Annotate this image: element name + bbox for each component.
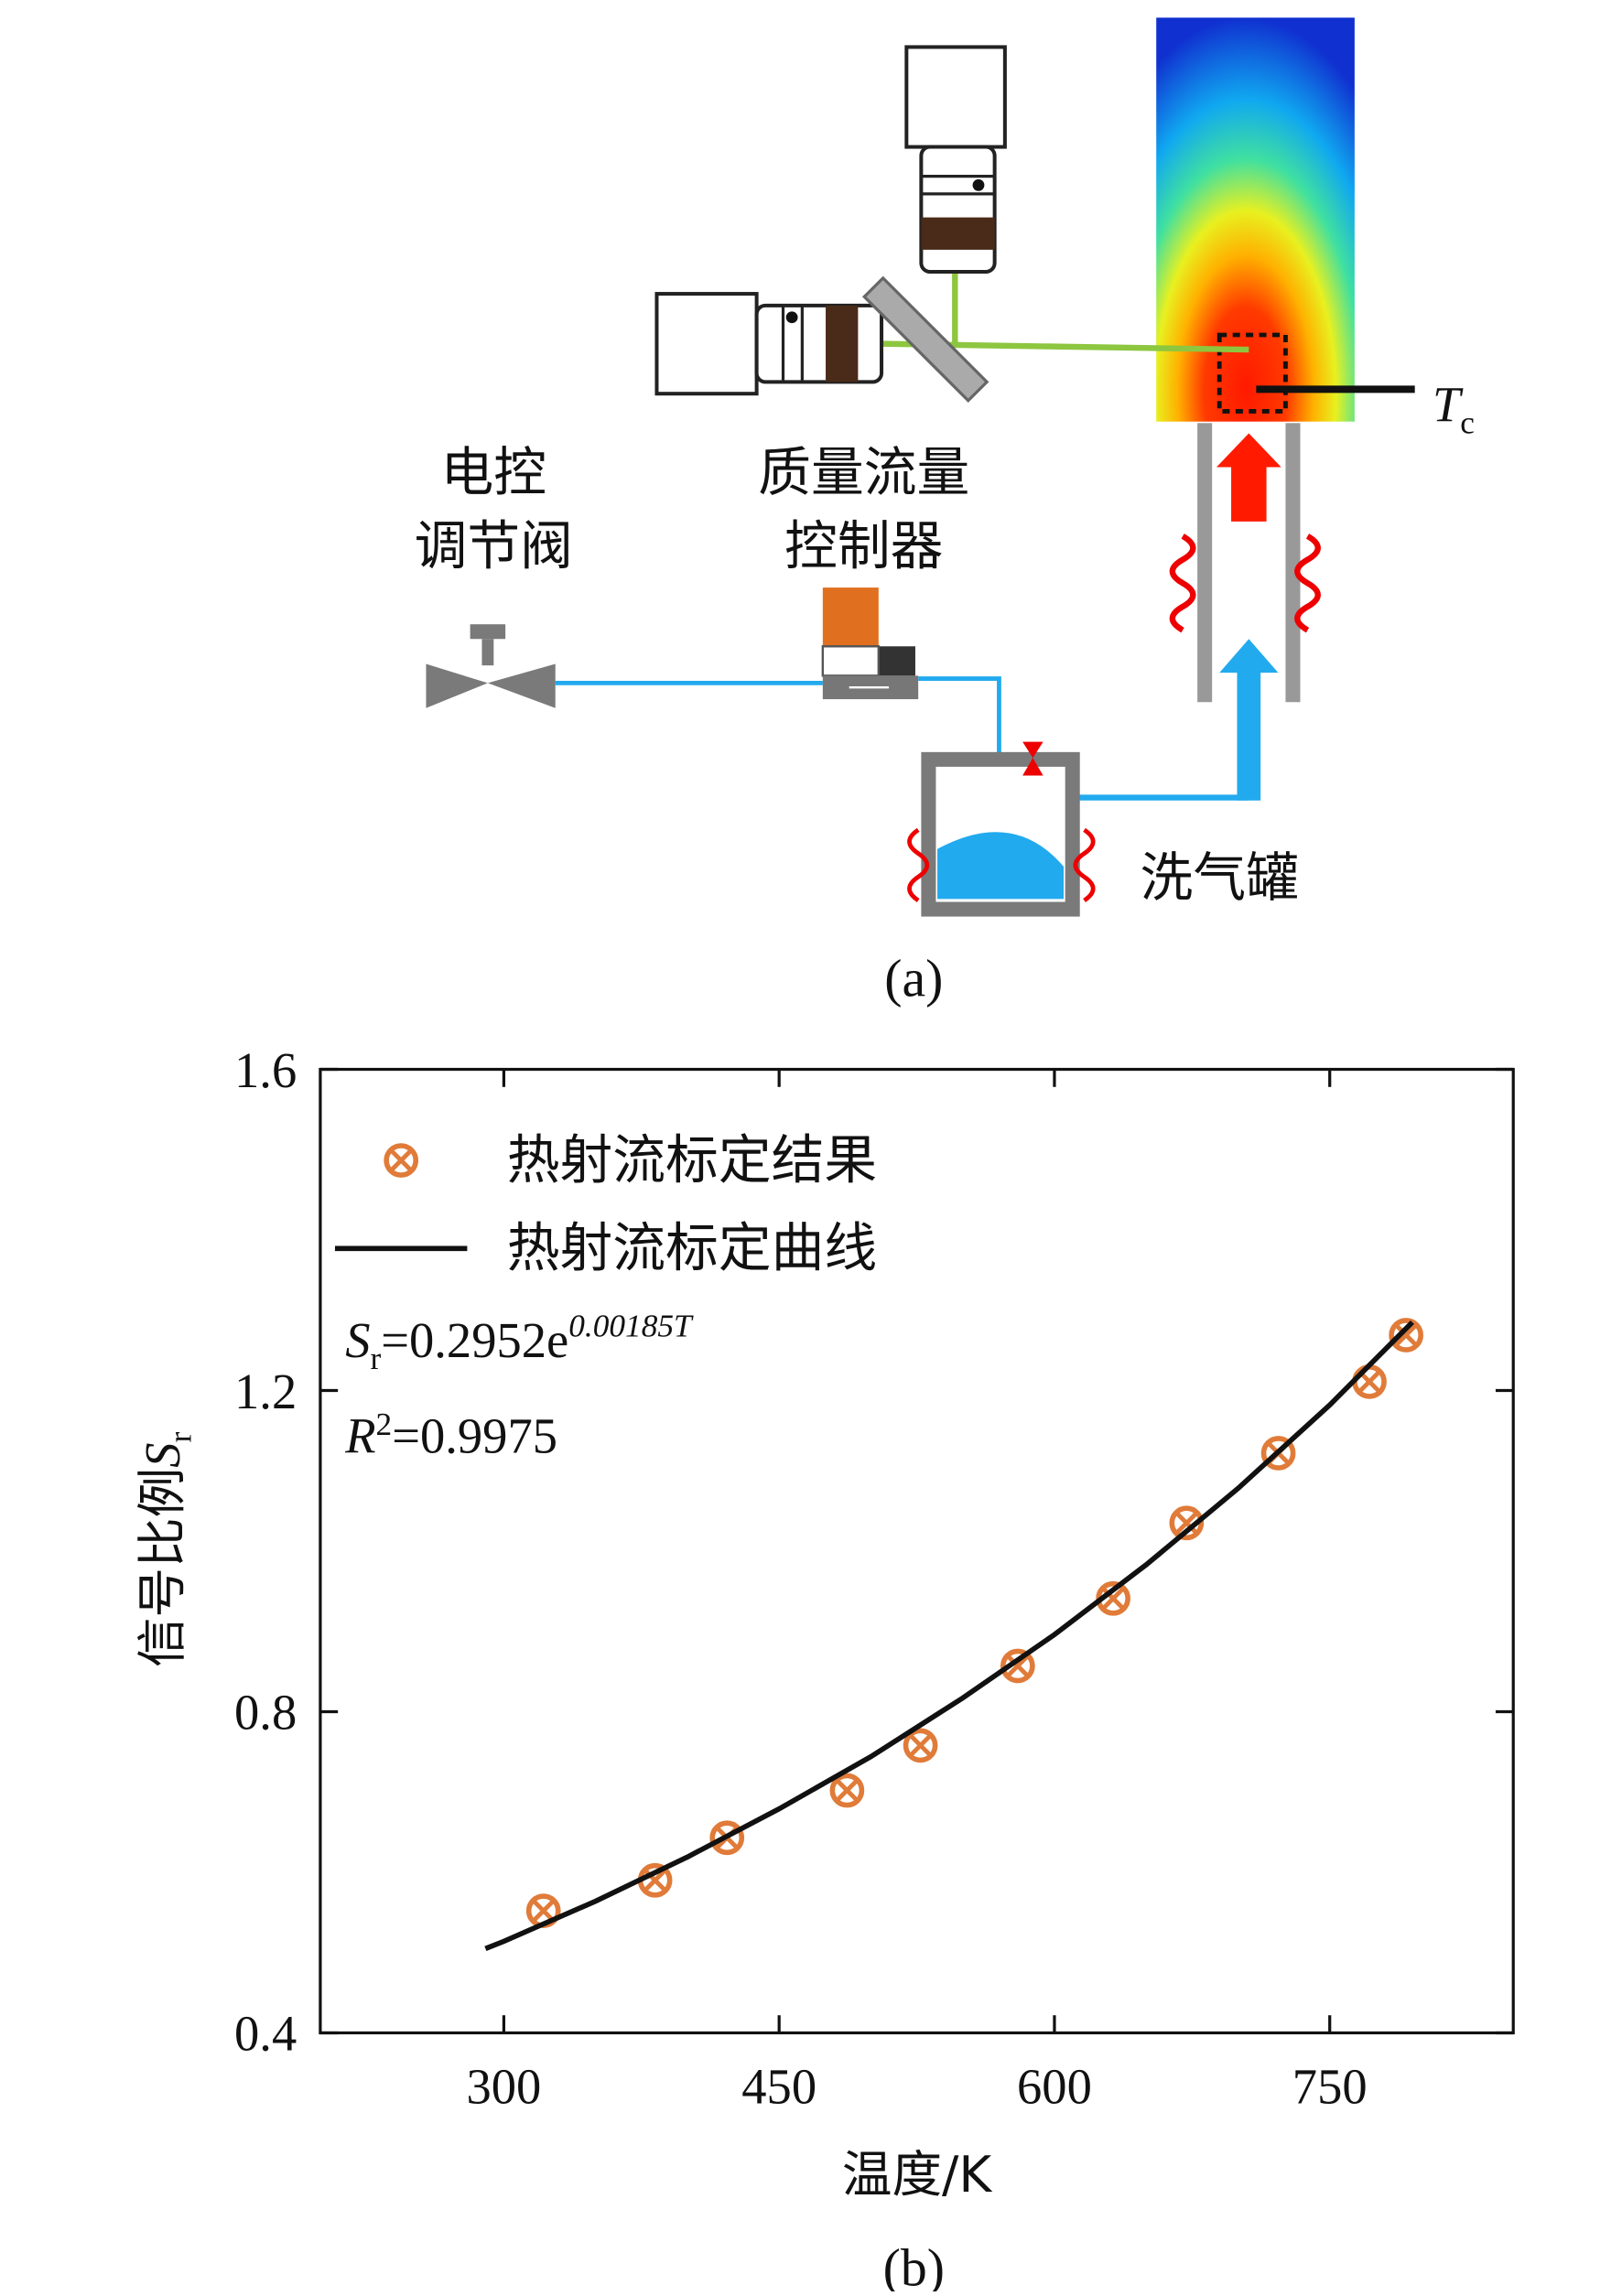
plot-frame bbox=[319, 1067, 1515, 2035]
lens-dot bbox=[972, 178, 985, 191]
sub: c bbox=[1460, 405, 1475, 441]
y-tick-label: 0.8 bbox=[234, 1685, 297, 1741]
text: 信号比例 bbox=[133, 1468, 191, 1667]
marker-cross bbox=[1394, 1323, 1419, 1347]
valve-body bbox=[426, 663, 488, 708]
label: 调节阀 bbox=[415, 514, 573, 577]
valve-stem bbox=[481, 639, 494, 666]
lens-ring bbox=[826, 305, 859, 383]
marker-cross bbox=[835, 1778, 860, 1803]
label: 洗气罐 bbox=[1141, 846, 1299, 909]
label: 控制器 bbox=[784, 514, 943, 577]
valve-handle bbox=[470, 624, 506, 640]
marker-ring bbox=[1000, 1648, 1035, 1684]
y-tick-label: 0.4 bbox=[234, 2006, 297, 2062]
var: T bbox=[1433, 377, 1464, 433]
legend-label: 热射流标定结果 bbox=[507, 1128, 877, 1191]
heater bbox=[907, 827, 930, 902]
legend-entry: 热射流标定曲线 bbox=[334, 1217, 877, 1279]
marker-ring bbox=[384, 1143, 419, 1178]
marker-ring bbox=[1389, 1318, 1423, 1353]
text: =0.2952e bbox=[381, 1312, 568, 1368]
data-point bbox=[829, 1773, 865, 1808]
check-valve bbox=[1022, 741, 1043, 776]
lens-dot bbox=[785, 311, 798, 324]
x-tick-label: 750 bbox=[1292, 2059, 1368, 2115]
sup: 0.00185T bbox=[568, 1309, 694, 1344]
caption: (b) bbox=[883, 2240, 945, 2291]
marker-ring bbox=[903, 1728, 938, 1763]
probe-box bbox=[1216, 332, 1288, 414]
valve bbox=[426, 624, 556, 708]
heater bbox=[1294, 534, 1321, 633]
heater bbox=[1073, 827, 1096, 902]
text: =0.9975 bbox=[392, 1407, 557, 1463]
marker-ring bbox=[709, 1820, 745, 1856]
var: R bbox=[344, 1407, 375, 1463]
valve-body bbox=[487, 663, 556, 708]
x-tick-label: 300 bbox=[466, 2059, 541, 2115]
x-axis-label: 温度/K bbox=[842, 2145, 993, 2204]
camera-lens bbox=[919, 145, 997, 274]
y-axis-label: 信号比例Sr bbox=[133, 1432, 199, 1668]
liquid bbox=[937, 832, 1065, 900]
marker-cross bbox=[1101, 1586, 1126, 1611]
flow-arrow bbox=[1219, 639, 1279, 801]
legend-label: 热射流标定曲线 bbox=[507, 1217, 877, 1279]
caption: (a) bbox=[884, 950, 943, 1008]
marker-cross bbox=[389, 1148, 414, 1172]
diagram: 电控 调节阀 质量流量 控制器 洗气罐 Tc (a) bbox=[415, 17, 1475, 1008]
mfc-block bbox=[821, 645, 881, 677]
label: 电控 bbox=[441, 441, 547, 503]
x-tick-label: 600 bbox=[1017, 2059, 1092, 2115]
marker-cross bbox=[1174, 1511, 1199, 1536]
marker-cross bbox=[908, 1733, 933, 1758]
data-point bbox=[1169, 1505, 1205, 1541]
hot-arrow bbox=[1216, 433, 1281, 522]
sub: r bbox=[163, 1432, 199, 1443]
marker-cross bbox=[1005, 1654, 1030, 1678]
camera-lens bbox=[754, 303, 884, 384]
marker-ring bbox=[829, 1773, 865, 1808]
annotation: Sr=0.2952e0.00185T bbox=[345, 1309, 694, 1376]
x-tick-label: 450 bbox=[741, 2059, 816, 2115]
heater bbox=[1169, 534, 1196, 633]
data-point bbox=[1000, 1648, 1035, 1684]
y-tick-label: 1.6 bbox=[234, 1042, 297, 1098]
mfc-top bbox=[822, 587, 879, 647]
temp-label: Tc bbox=[1433, 377, 1475, 441]
mfc-block bbox=[878, 646, 915, 676]
flame-image bbox=[1156, 17, 1355, 422]
y-tick-label: 1.2 bbox=[234, 1364, 297, 1419]
legend-entry: 热射流标定结果 bbox=[384, 1128, 877, 1191]
mirror bbox=[861, 275, 989, 404]
var: S bbox=[345, 1312, 370, 1368]
marker-cross bbox=[531, 1899, 556, 1924]
camera-body bbox=[904, 45, 1007, 149]
lens-ring bbox=[921, 217, 995, 250]
data-point bbox=[903, 1728, 938, 1763]
sub: r bbox=[370, 1341, 381, 1376]
marker-ring bbox=[1260, 1436, 1296, 1471]
label: 质量流量 bbox=[758, 441, 969, 503]
marker-ring bbox=[1169, 1505, 1205, 1541]
fit-curve bbox=[484, 1320, 1414, 1951]
tube-wall bbox=[1197, 423, 1213, 703]
var: S bbox=[135, 1443, 190, 1468]
camera-body bbox=[654, 292, 759, 396]
sup: 2 bbox=[376, 1407, 393, 1442]
data-point bbox=[1389, 1318, 1423, 1353]
annotation: R2=0.9975 bbox=[344, 1407, 557, 1463]
tube-wall bbox=[1285, 423, 1301, 703]
data-point bbox=[1352, 1364, 1387, 1399]
